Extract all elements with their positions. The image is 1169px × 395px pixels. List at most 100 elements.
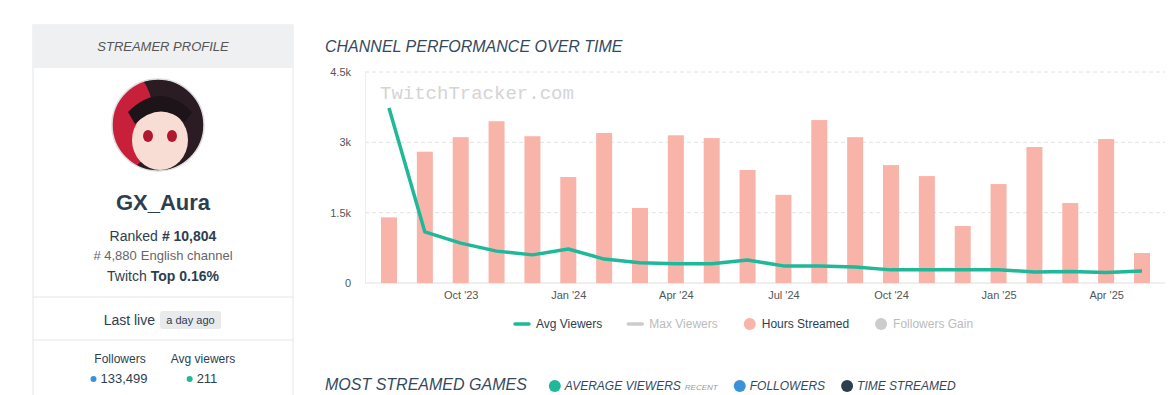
section-legend-dot [549,380,561,392]
y-tick: 0 [345,277,365,289]
stat-dot [91,376,97,382]
bar [847,137,863,283]
section-title: MOST STREAMED GAMES [325,376,527,393]
bar [740,170,756,283]
last-live-value: a day ago [166,314,214,326]
streamer-name: GX_Aura [116,190,211,215]
x-tick: Apr '24 [659,283,694,301]
grid [365,72,1165,283]
avatar-ring [112,79,204,171]
stat-label: Followers [94,352,145,366]
legend-label: Max Viewers [649,317,717,331]
rank-value: # 10,804 [162,228,217,244]
y-tick-label: 4.5k [330,66,351,78]
avatar-bangs [128,96,192,124]
y-tick: 3k [339,136,365,148]
plot-area [381,108,1150,283]
chart-title: CHANNEL PERFORMANCE OVER TIME [325,38,623,55]
legend-label: Followers Gain [893,317,973,331]
bar [668,135,684,283]
legend-label: Avg Viewers [536,317,602,331]
grid-line [365,72,1165,73]
y-tick-label: 1.5k [330,207,351,219]
bar [1026,147,1042,283]
top-value: Top 0.16% [151,268,220,284]
stat-value: 133,499 [101,371,148,386]
bar [489,121,505,283]
section-legend-label: FOLLOWERS [750,379,825,393]
language-rank: # 4,880 [93,248,136,263]
line [389,108,1142,272]
panel-header: STREAMER PROFILE [97,39,229,54]
x-tick: Jan '24 [551,283,586,301]
x-tick-label: Oct '24 [874,289,909,301]
bar [1134,253,1150,283]
x-tick: Apr '25 [1089,283,1124,301]
section-legend-note: RECENT [685,383,719,392]
bar [524,136,540,283]
x-tick: Oct '23 [444,283,479,301]
last-live-badge [160,311,221,329]
grid-line [365,212,1165,213]
x-tick: Jul '24 [768,283,799,301]
last-live-label: Last live [104,312,156,328]
x-tick: Oct '24 [874,283,909,301]
rank-line: Ranked# 10,804 [110,228,217,244]
x-tick-label: Apr '24 [659,289,694,301]
bar [453,137,469,283]
rank-label: Ranked [110,228,158,244]
x-tick-label: Oct '23 [444,289,479,301]
legend-swatch [875,318,887,330]
avatar [102,72,204,171]
section-legend-dot [734,380,746,392]
section-legend-label: AVERAGE VIEWERS [564,379,681,393]
legend-swatch [628,322,642,326]
bar [811,120,827,283]
y-tick: 4.5k [330,66,365,78]
panel-frame [33,25,293,395]
bar [704,138,720,283]
stat-value: 211 [197,371,218,386]
bar [381,217,397,283]
language-line: # 4,880 English channel [93,248,232,263]
legend-swatch [515,322,529,326]
x-tick-label: Jul '24 [768,289,799,301]
avatar-eye [143,130,153,142]
watermark: TwitchTracker.com [380,83,574,105]
legend-item: Hours Streamed [744,317,849,331]
section-legend-dot [841,380,853,392]
bar [1098,139,1114,283]
y-tick-label: 0 [345,277,351,289]
x-axis-line [390,283,1143,284]
page: STREAMER PROFILE GX_Aura Ranked# 10,804 # 4… [0,0,1169,395]
top-label: Twitch [107,268,147,284]
x-tick: Jan '25 [982,283,1017,301]
bar [632,208,648,283]
legend-item: Followers Gain [875,317,973,331]
bar [955,226,971,283]
legend-swatch [744,318,756,330]
x-tick-label: Apr '25 [1089,289,1124,301]
stat-label: Avg viewers [171,352,235,366]
y-axis: 0 1.5k 3k 4.5k [330,66,365,289]
legend: Avg Viewers Max Viewers Hours Streamed Foll… [515,317,973,331]
top-line: TwitchTop 0.16% [107,268,219,284]
x-tick-label: Jan '25 [982,289,1017,301]
grid-line [365,142,1165,143]
y-tick: 1.5k [330,207,365,219]
bar [883,165,899,283]
section-legend-label: TIME STREAMED [857,379,956,393]
language-label: English channel [141,248,233,263]
profile-panel: STREAMER PROFILE GX_Aura Ranked# 10,804 # 4… [33,25,293,395]
x-axis: Oct '23 Jan '24 Apr '24 Jul '24 Oct '24 Jan '… [390,283,1143,301]
bar [560,177,576,283]
stat-dot [187,376,193,382]
bar [919,176,935,283]
separator [33,297,293,298]
panel-header-bg [33,25,293,68]
legend-item: Avg Viewers [515,317,602,331]
bar [775,195,791,283]
separator [33,340,293,341]
avatar-eye [167,130,177,142]
legend-label: Hours Streamed [762,317,849,331]
